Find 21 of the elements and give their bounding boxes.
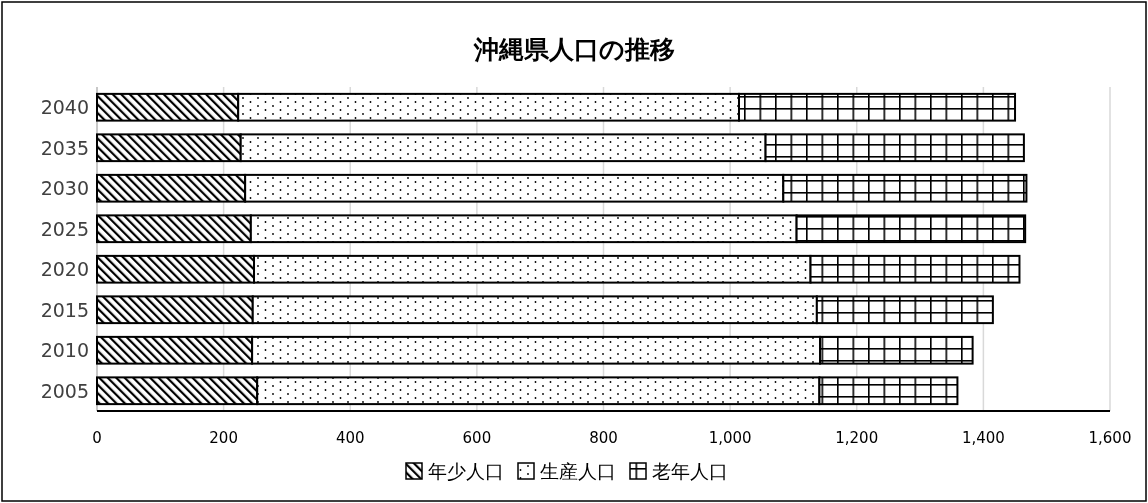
y-tick-label: 2025	[40, 217, 89, 240]
y-tick-label: 2040	[40, 96, 89, 119]
x-tick-label: 1,200	[835, 429, 879, 447]
x-tick-label: 600	[462, 429, 492, 447]
legend-label: 生産人口	[540, 460, 616, 482]
y-tick-label: 2035	[40, 136, 89, 159]
y-tick-label: 2005	[40, 379, 89, 402]
y-tick-label: 2010	[40, 339, 89, 362]
x-tick-label: 1,400	[961, 429, 1005, 447]
legend-label: 老年人口	[652, 460, 728, 482]
x-tick-label: 200	[209, 429, 238, 447]
x-tick-label: 800	[589, 429, 618, 447]
y-tick-label: 2030	[40, 177, 89, 200]
y-tick-label: 2020	[40, 258, 89, 281]
x-tick-label: 1,600	[1088, 429, 1132, 447]
y-tick-label: 2015	[40, 298, 89, 321]
legend-label: 年少人口	[428, 460, 504, 482]
x-tick-label: 400	[335, 429, 365, 447]
chart-title: 沖縄県人口の推移	[472, 35, 675, 64]
x-tick-label: 1,000	[708, 429, 752, 447]
x-tick-label: 0	[92, 429, 102, 447]
